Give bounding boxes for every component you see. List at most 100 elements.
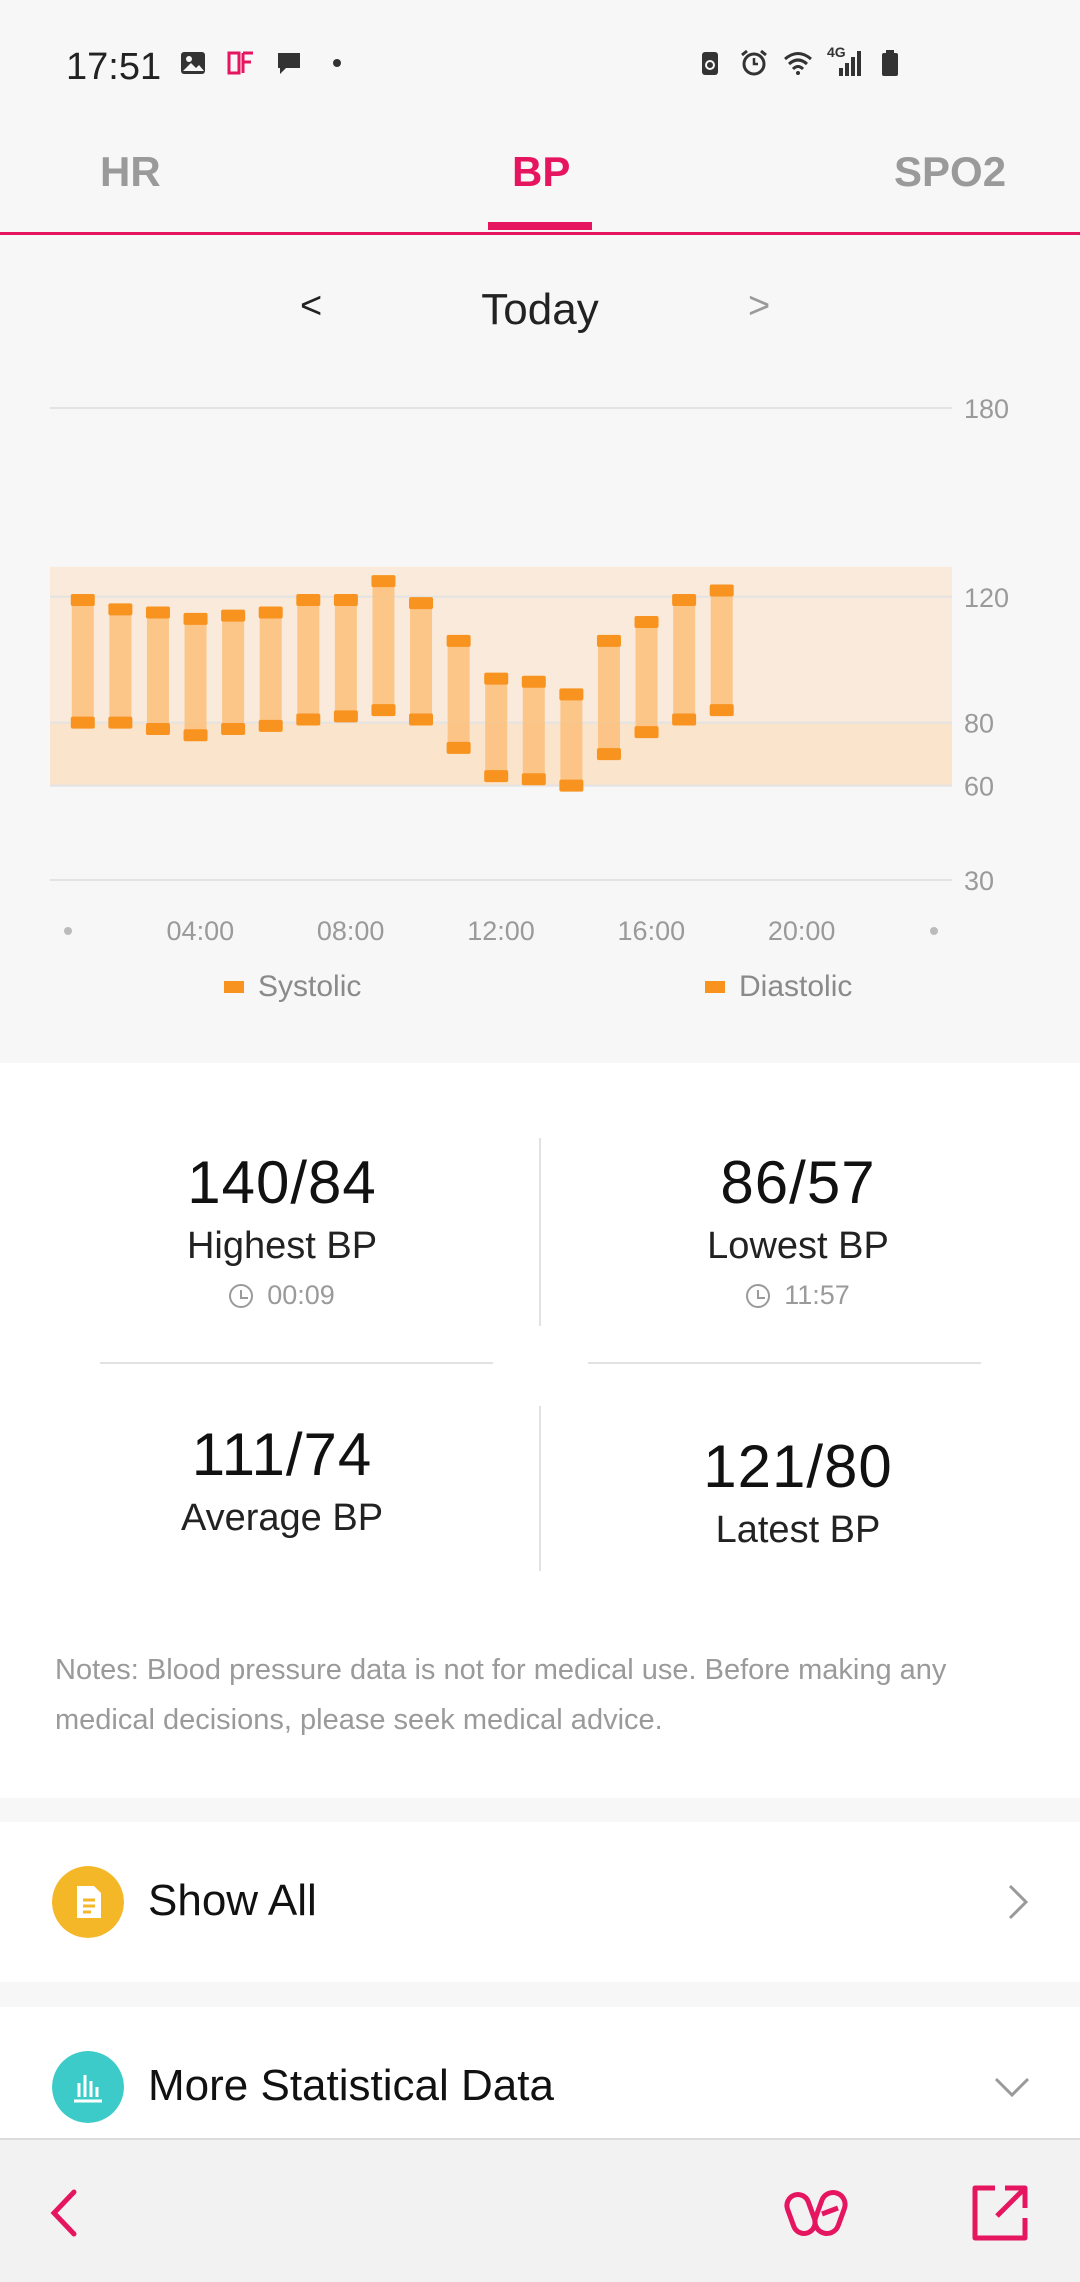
tab-hr[interactable]: HR [100, 148, 161, 195]
bp-range-bar [673, 599, 696, 720]
diastolic-marker [672, 713, 697, 726]
bp-range-bar [71, 599, 94, 723]
systolic-marker [221, 609, 246, 622]
chevron-down-icon [994, 2077, 1030, 2098]
tab-bp[interactable]: BP [512, 148, 571, 195]
diastolic-marker [371, 704, 396, 717]
lowest-bp-value: 86/57 [720, 1149, 876, 1216]
systolic-marker [70, 593, 95, 606]
highest-bp-time: 00:09 [12, 1280, 552, 1311]
clock-icon [746, 1283, 771, 1308]
active-tab-indicator [488, 222, 592, 230]
highest-bp-value: 140/84 [187, 1149, 377, 1216]
x-axis-start-dot [64, 927, 72, 935]
systolic-marker [634, 615, 659, 628]
systolic-marker [446, 634, 471, 647]
bp-range-bar [635, 621, 658, 733]
systolic-marker [108, 603, 133, 616]
x-axis-end-dot [930, 927, 938, 935]
next-day-button[interactable]: > [748, 285, 771, 327]
x-tick-label: 12:00 [467, 916, 535, 946]
systolic-marker [484, 672, 509, 685]
average-bp-label: Average BP [180, 1497, 384, 1539]
pill-icon[interactable] [782, 2178, 852, 2248]
x-tick-label: 16:00 [618, 916, 686, 946]
share-icon[interactable] [965, 2178, 1035, 2248]
diastolic-marker [409, 713, 434, 726]
tab-spo2[interactable]: SPO2 [894, 148, 1007, 195]
stats-divider-horizontal-left [100, 1362, 493, 1364]
battery-icon [882, 50, 898, 76]
highest-bp-stat: 140/84 Highest BP 00:09 [12, 1148, 552, 1311]
average-bp-stat: 111/74 Average BP [12, 1420, 552, 1540]
lowest-bp-time-text: 11:57 [784, 1280, 850, 1310]
status-bar: 17:51 4G [0, 0, 1080, 130]
x-tick-label: 08:00 [317, 916, 385, 946]
image-icon [181, 52, 205, 74]
battery-saver-icon [702, 52, 718, 75]
bp-range-bar [597, 640, 620, 755]
show-all-label: Show All [148, 1876, 317, 1925]
stats-divider-horizontal-right [588, 1362, 981, 1364]
more-statistical-data-label: More Statistical Data [148, 2061, 554, 2110]
diastolic-marker [108, 716, 133, 729]
bp-stats-panel: 140/84 Highest BP 00:09 86/57 Lowest BP … [0, 1063, 1080, 1798]
systolic-marker [709, 584, 734, 597]
y-tick-label: 120 [964, 583, 1009, 613]
y-tick-label: 60 [964, 772, 994, 802]
systolic-marker [183, 612, 208, 625]
bp-range-bar [259, 612, 282, 726]
system-icons: 4G [695, 44, 905, 78]
legend-systolic: Systolic [224, 970, 361, 1004]
latest-bp-label: Latest BP [715, 1509, 881, 1551]
diastolic-marker [634, 726, 659, 739]
diastolic-marker [446, 741, 471, 754]
back-arrow-icon[interactable] [30, 2178, 100, 2248]
bp-range-bar [560, 694, 583, 786]
chevron-right-icon [1008, 1884, 1029, 1920]
app-icon [227, 51, 253, 75]
bp-chart: 180 120 80 60 30 04:00 08:00 12:00 16:00 20:00 [0, 360, 1080, 1050]
bp-range-bar [297, 599, 320, 720]
medical-disclaimer-note: Notes: Blood pressure data is not for me… [55, 1654, 947, 1736]
diastolic-marker [559, 779, 584, 792]
previous-day-button[interactable]: < [300, 285, 323, 327]
diastolic-marker [221, 722, 246, 735]
legend-diastolic-label: Diastolic [739, 970, 853, 1003]
diastolic-marker [521, 773, 546, 786]
legend-systolic-swatch [224, 981, 244, 993]
diastolic-marker [296, 713, 321, 726]
diastolic-marker [709, 704, 734, 717]
clock-icon [229, 1283, 254, 1308]
wifi-icon [784, 52, 812, 75]
legend-diastolic: Diastolic [705, 970, 852, 1004]
y-tick-label: 180 [964, 394, 1009, 424]
diastolic-marker [484, 770, 509, 783]
bottom-action-bar [0, 2138, 1080, 2282]
tab-bar: HR BP SPO2 [0, 130, 1080, 235]
bp-range-bar [447, 640, 470, 748]
signal-4g-icon: 4G [827, 44, 861, 78]
systolic-marker [521, 675, 546, 688]
message-icon [278, 53, 300, 74]
bp-range-bar [184, 618, 207, 736]
lowest-bp-stat: 86/57 Lowest BP 11:57 [528, 1148, 1068, 1311]
systolic-marker [333, 593, 358, 606]
bp-range-bar [372, 581, 395, 711]
notification-icons [178, 48, 352, 78]
diastolic-marker [183, 729, 208, 742]
bp-range-bar [710, 590, 733, 711]
bar-chart-icon [52, 2051, 124, 2123]
bp-range-bar [410, 603, 433, 720]
y-tick-label: 30 [964, 866, 994, 896]
bp-chart-svg: 180 120 80 60 30 04:00 08:00 12:00 16:00 20:00 [50, 394, 1009, 946]
latest-bp-stat: 121/80 Latest BP [528, 1432, 1068, 1552]
legend-systolic-label: Systolic [258, 970, 362, 1003]
highest-bp-time-text: 00:09 [267, 1280, 335, 1310]
diastolic-marker [145, 722, 170, 735]
show-all-row[interactable]: Show All [0, 1822, 1080, 1982]
systolic-marker [371, 575, 396, 588]
systolic-marker [409, 597, 434, 610]
systolic-marker [559, 688, 584, 701]
y-tick-label: 80 [964, 709, 994, 739]
